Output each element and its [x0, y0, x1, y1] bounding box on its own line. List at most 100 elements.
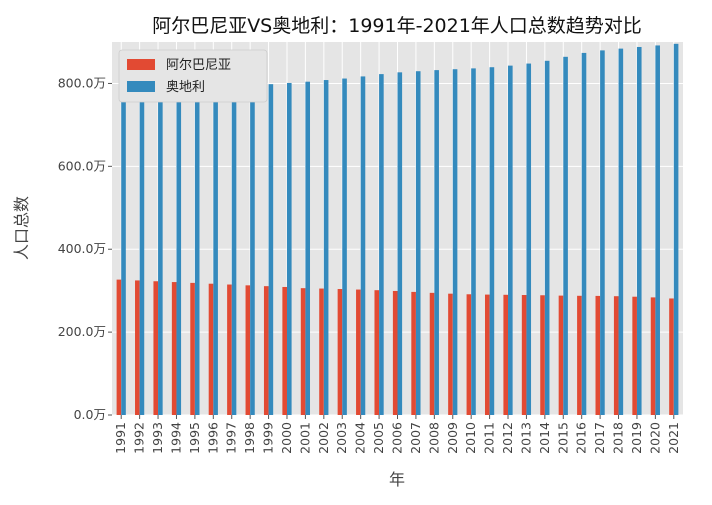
x-tick-label: 2013 [518, 422, 533, 454]
legend-label-albania: 阿尔巴尼亚 [166, 58, 231, 73]
x-tick-label: 2008 [426, 422, 441, 454]
bar-albania-2005 [374, 290, 380, 415]
bar-austria-1992 [139, 90, 145, 416]
x-tick-label: 1994 [168, 422, 183, 454]
x-tick-label: 2016 [574, 422, 589, 454]
chart-title: 阿尔巴尼亚VS奥地利：1991年-2021年人口总数趋势对比 [152, 15, 642, 37]
bar-austria-2015 [563, 56, 568, 415]
bar-albania-1992 [135, 280, 140, 415]
bar-albania-2000 [282, 286, 287, 415]
bar-austria-2013 [526, 63, 532, 416]
bar-albania-1999 [263, 286, 269, 415]
bar-albania-2014 [540, 295, 545, 415]
bar-albania-2020 [650, 297, 656, 415]
bar-austria-2020 [655, 45, 660, 416]
y-tick-label: 0.0万 [74, 407, 106, 422]
bar-albania-2013 [521, 295, 527, 415]
bars [116, 43, 679, 416]
x-tick-label: 2001 [297, 422, 312, 454]
bar-albania-2001 [300, 288, 306, 415]
bar-austria-2014 [544, 60, 550, 416]
bar-albania-2016 [577, 295, 582, 415]
bar-austria-1999 [268, 84, 274, 416]
bar-albania-1995 [190, 282, 195, 415]
bar-austria-2012 [508, 65, 513, 415]
x-tick-label: 2017 [592, 422, 607, 454]
bar-albania-2012 [503, 294, 509, 415]
bar-albania-2008 [429, 292, 435, 415]
y-tick-label: 800.0万 [58, 75, 106, 90]
y-tick-label: 200.0万 [58, 324, 106, 339]
bar-austria-2007 [415, 71, 421, 415]
x-tick-label: 1999 [261, 422, 276, 454]
x-tick-label: 1998 [242, 422, 257, 454]
x-tick-label: 2015 [555, 422, 570, 454]
bar-albania-1997 [227, 284, 232, 415]
bar-austria-2018 [618, 48, 624, 415]
bar-austria-2003 [342, 78, 347, 415]
x-tick-label: 1997 [224, 422, 239, 454]
x-tick-label: 1996 [205, 422, 220, 454]
x-axis-ticks: 1991 1992 1993 1994 1995 1996 1997 1998 1999 2000… [113, 415, 681, 454]
bar-albania-2004 [356, 289, 361, 415]
x-tick-label: 2000 [279, 422, 294, 454]
bar-albania-1991 [116, 279, 122, 415]
bar-albania-2018 [613, 296, 619, 415]
x-tick-label: 2004 [353, 422, 368, 454]
x-tick-label: 2014 [537, 422, 552, 454]
bar-austria-2010 [471, 68, 476, 415]
x-tick-label: 2020 [647, 422, 662, 454]
bar-albania-2003 [337, 289, 343, 415]
bar-albania-2002 [319, 288, 324, 415]
y-tick-label: 600.0万 [58, 158, 106, 173]
bar-albania-2010 [466, 294, 472, 415]
x-axis-label: 年 [389, 470, 405, 489]
x-tick-label: 2003 [334, 422, 349, 454]
bar-austria-2002 [323, 80, 329, 415]
x-tick-label: 2011 [482, 422, 497, 454]
bar-austria-2021 [673, 43, 679, 415]
bar-albania-2006 [392, 290, 398, 415]
bar-albania-2009 [448, 293, 453, 415]
x-tick-label: 2006 [390, 422, 405, 454]
x-tick-label: 2019 [629, 422, 644, 454]
y-axis-label: 人口总数 [12, 196, 31, 260]
x-tick-label: 1995 [187, 422, 202, 454]
bar-austria-2005 [379, 74, 384, 416]
y-axis-ticks: 0.0万 200.0万 400.0万 600.0万 800.0万 [58, 75, 112, 422]
x-tick-label: 2012 [500, 422, 515, 454]
x-tick-label: 1992 [132, 422, 147, 454]
legend-box [118, 49, 268, 103]
x-tick-label: 2009 [445, 422, 460, 454]
bar-austria-1994 [176, 86, 182, 415]
legend: 阿尔巴尼亚 奥地利 [118, 49, 268, 103]
bar-austria-2001 [305, 81, 311, 415]
x-tick-label: 2021 [666, 422, 681, 454]
x-tick-label: 2005 [371, 422, 386, 454]
bar-austria-2008 [434, 70, 439, 415]
bar-austria-2009 [452, 69, 458, 416]
bar-albania-2007 [411, 291, 416, 415]
bar-austria-2017 [600, 50, 605, 416]
bar-albania-1996 [208, 283, 214, 415]
bar-albania-2015 [558, 295, 564, 415]
bar-austria-1997 [231, 84, 237, 416]
bar-austria-2006 [397, 72, 403, 415]
bar-austria-1996 [213, 85, 218, 415]
legend-label-austria: 奥地利 [166, 80, 205, 95]
bar-albania-2021 [669, 298, 674, 415]
x-tick-label: 2010 [463, 422, 478, 454]
bar-austria-2000 [286, 82, 292, 415]
bar-austria-2019 [636, 46, 642, 415]
bar-austria-1993 [158, 88, 163, 416]
bar-austria-1991 [121, 92, 126, 415]
bar-austria-1995 [194, 85, 200, 415]
bar-albania-1998 [245, 285, 251, 415]
bar-austria-1998 [250, 84, 255, 416]
bar-albania-1994 [171, 282, 177, 415]
x-tick-label: 1993 [150, 422, 165, 454]
x-tick-label: 2007 [408, 422, 423, 454]
bar-albania-2017 [595, 295, 601, 415]
